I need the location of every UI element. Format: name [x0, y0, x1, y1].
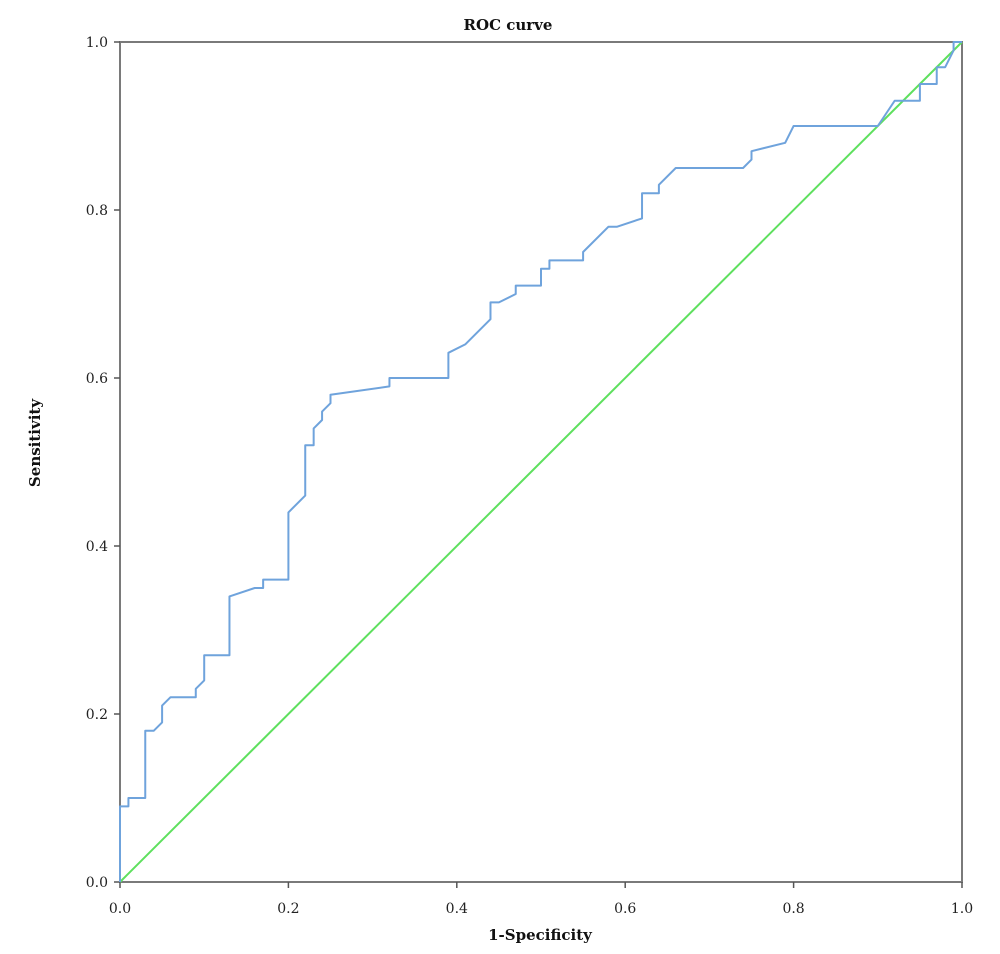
reference-diagonal-line	[119, 41, 963, 883]
y-tick-label: 0.6	[86, 371, 108, 387]
x-tick-label: 0.8	[782, 901, 804, 917]
x-tick-label: 0.2	[277, 901, 299, 917]
x-tick-label: 0.4	[446, 901, 468, 917]
y-tick-label: 0.2	[86, 707, 108, 723]
series-layer	[119, 41, 963, 883]
y-tick-label: 0.8	[86, 203, 108, 219]
x-axis-title: 1-Specificity	[488, 926, 593, 944]
y-tick-label: 0.0	[86, 875, 108, 891]
x-tick-label: 0.6	[614, 901, 636, 917]
x-tick-label: 0.0	[109, 901, 131, 917]
chart-title: ROC curve	[464, 16, 553, 34]
y-tick-label: 0.4	[86, 539, 108, 555]
x-tick-label: 1.0	[951, 901, 973, 917]
axis-ticks: 0.0 0.2 0.4 0.6 0.8 1.0 0.0 0.2 0.4 0.6 0.8 1.0	[86, 35, 973, 917]
y-tick-label: 1.0	[86, 35, 108, 51]
y-axis-title: Sensitivity	[26, 398, 44, 487]
roc-curve-line	[119, 41, 962, 882]
